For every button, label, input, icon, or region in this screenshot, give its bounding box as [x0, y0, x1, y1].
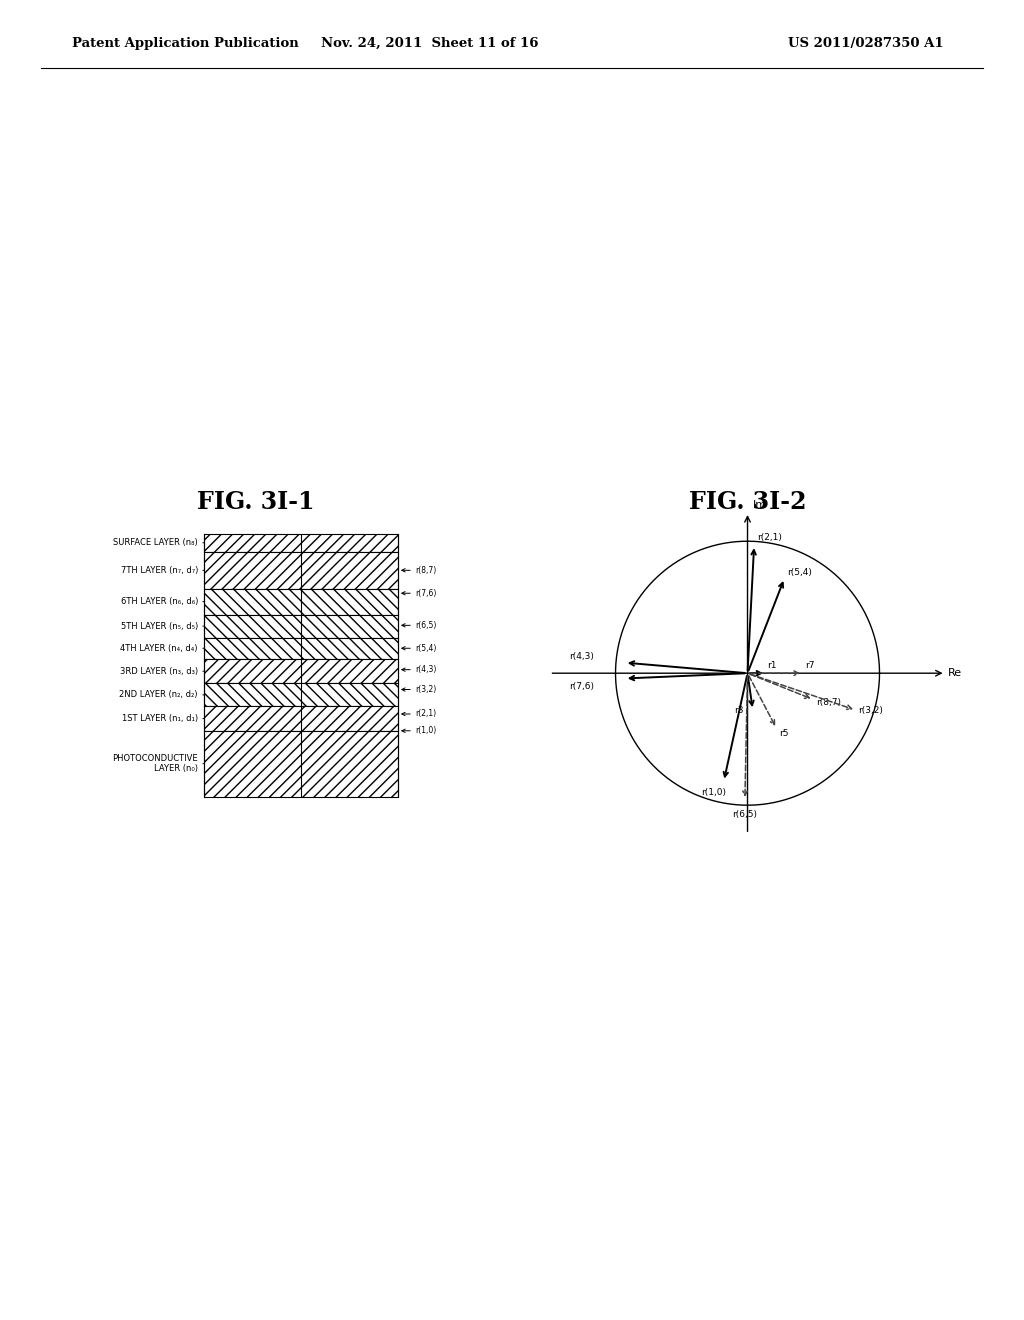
- Text: r3: r3: [734, 706, 743, 714]
- Text: 3RD LAYER (n₃, d₃): 3RD LAYER (n₃, d₃): [120, 667, 198, 676]
- Bar: [205, 552, 398, 589]
- Bar: [205, 731, 398, 796]
- Text: r1: r1: [767, 661, 777, 669]
- Text: r(2,1): r(2,1): [757, 533, 781, 541]
- Text: r(6,5): r(6,5): [415, 620, 436, 630]
- Text: r(1,0): r(1,0): [415, 726, 436, 735]
- Text: Re: Re: [948, 668, 963, 678]
- Bar: [205, 615, 398, 638]
- Text: r(3,2): r(3,2): [415, 685, 436, 694]
- Text: r(8,7): r(8,7): [415, 566, 436, 574]
- Text: r5: r5: [779, 730, 788, 738]
- Bar: [205, 659, 398, 684]
- Text: 4TH LAYER (n₄, d₄): 4TH LAYER (n₄, d₄): [121, 644, 198, 653]
- Text: FIG. 3I-2: FIG. 3I-2: [689, 490, 806, 513]
- Bar: [205, 589, 398, 615]
- Text: r(6,5): r(6,5): [732, 810, 758, 818]
- Text: 6TH LAYER (n₆, d₆): 6TH LAYER (n₆, d₆): [121, 597, 198, 606]
- Text: Patent Application Publication: Patent Application Publication: [72, 37, 298, 50]
- Text: 5TH LAYER (n₅, d₅): 5TH LAYER (n₅, d₅): [121, 622, 198, 631]
- Bar: [205, 638, 398, 659]
- Text: r(5,4): r(5,4): [415, 644, 436, 653]
- Text: 7TH LAYER (n₇, d₇): 7TH LAYER (n₇, d₇): [121, 566, 198, 574]
- Text: r(3,2): r(3,2): [858, 706, 884, 714]
- Text: PHOTOCONDUCTIVE
LAYER (n₀): PHOTOCONDUCTIVE LAYER (n₀): [113, 754, 198, 774]
- Bar: [205, 533, 398, 552]
- Text: r(4,3): r(4,3): [569, 652, 594, 660]
- Text: r(1,0): r(1,0): [701, 788, 726, 796]
- Text: 1ST LAYER (n₁, d₁): 1ST LAYER (n₁, d₁): [122, 714, 198, 723]
- Bar: [205, 706, 398, 731]
- Text: r(4,3): r(4,3): [415, 665, 436, 675]
- Text: SURFACE LAYER (n₈): SURFACE LAYER (n₈): [114, 539, 198, 548]
- Text: Im: Im: [753, 499, 767, 510]
- Text: r(7,6): r(7,6): [415, 589, 436, 598]
- Text: FIG. 3I-1: FIG. 3I-1: [198, 490, 314, 513]
- Text: r(8,7): r(8,7): [816, 698, 841, 706]
- Text: r(7,6): r(7,6): [569, 682, 594, 690]
- Text: US 2011/0287350 A1: US 2011/0287350 A1: [788, 37, 944, 50]
- Text: 2ND LAYER (n₂, d₂): 2ND LAYER (n₂, d₂): [120, 690, 198, 700]
- Bar: [205, 684, 398, 706]
- Text: r7: r7: [806, 661, 815, 669]
- Text: r(5,4): r(5,4): [787, 569, 812, 577]
- Text: r(2,1): r(2,1): [415, 709, 436, 718]
- Text: Nov. 24, 2011  Sheet 11 of 16: Nov. 24, 2011 Sheet 11 of 16: [322, 37, 539, 50]
